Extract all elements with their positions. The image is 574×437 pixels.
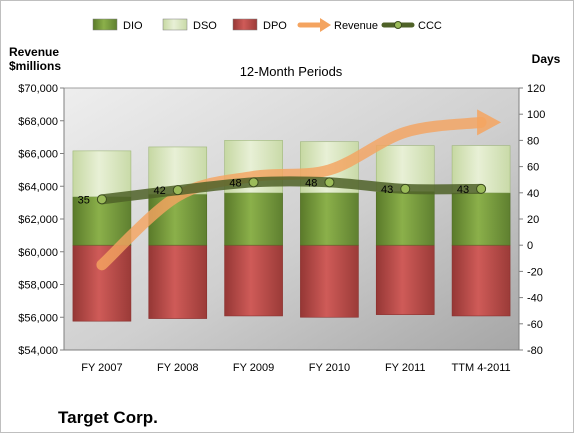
plot-area-background <box>63 87 520 351</box>
left-axis-tick-label: $62,000 <box>18 214 58 226</box>
left-axis-tick-label: $70,000 <box>18 83 58 95</box>
x-axis-tick-label: FY 2011 <box>385 362 426 374</box>
legend-label-revenue: Revenue <box>334 20 378 32</box>
bar-dpo <box>148 244 208 319</box>
revenue-line <box>96 116 487 271</box>
right-axis-tick-label: -20 <box>527 266 543 278</box>
legend-label-dpo: DPO <box>263 20 287 32</box>
chart-title: 12-Month Periods <box>240 64 343 79</box>
bar-dio <box>375 191 435 246</box>
ccc-data-label: 43 <box>381 184 393 196</box>
ccc-point <box>96 194 107 205</box>
bar-dpo <box>224 244 283 317</box>
left-axis-tick-label: $68,000 <box>18 116 58 128</box>
bar-dpo <box>451 244 511 317</box>
company-name: Target Corp. <box>58 408 158 427</box>
legend-label-ccc: CCC <box>418 20 442 32</box>
ccc-data-label: 43 <box>457 184 469 196</box>
bar-dio <box>72 196 132 246</box>
ccc-line <box>96 176 487 205</box>
left-axis-tick-label: $60,000 <box>18 247 58 259</box>
ccc-data-label: 48 <box>305 177 317 189</box>
bar-dso <box>72 150 132 198</box>
right-axis-tick-label: 20 <box>527 214 539 226</box>
left-axis-tick-label: $58,000 <box>18 280 58 292</box>
ccc-point <box>476 183 487 194</box>
ccc-data-label: 35 <box>78 194 90 206</box>
x-axis-tick-label: TTM 4-2011 <box>452 362 511 374</box>
legend-swatch-dpo <box>232 18 258 31</box>
x-axis-tick-label: FY 2009 <box>233 362 274 374</box>
right-axis-tick-label: 120 <box>527 83 545 95</box>
right-axis-tick-label: 0 <box>527 240 533 252</box>
bar-dio <box>224 192 283 246</box>
ccc-point <box>172 185 183 196</box>
revenue-arrow-head <box>477 109 502 136</box>
ccc-point <box>400 183 411 194</box>
bar-dpo <box>72 244 132 322</box>
ccc-data-label: 42 <box>154 185 166 197</box>
x-axis-tick-label: FY 2010 <box>309 362 350 374</box>
right-axis-tick-label: -40 <box>527 293 543 305</box>
legend-label-dio: DIO <box>123 20 143 32</box>
right-axis-tick-label: 80 <box>527 135 539 147</box>
ccc-data-label: 48 <box>229 177 241 189</box>
x-axis-tick-label: FY 2008 <box>157 362 198 374</box>
right-axis-tick-label: -60 <box>527 319 543 331</box>
right-axis-tick-label: 60 <box>527 162 539 174</box>
left-axis-tick-label: $64,000 <box>18 181 58 193</box>
bar-dpo <box>375 244 435 315</box>
right-axis-tick-label: 40 <box>527 188 539 200</box>
x-axis-tick-label: FY 2007 <box>81 362 122 374</box>
left-axis-label-line2: $millions <box>9 59 61 73</box>
bar-dpo <box>300 244 359 318</box>
ccc-point <box>324 177 335 188</box>
right-axis-tick-label: -80 <box>527 345 543 357</box>
legend-swatch-dio <box>92 18 118 31</box>
bar-dio <box>148 193 208 246</box>
legend-swatch-dso <box>162 18 188 31</box>
legend-label-dso: DSO <box>193 20 217 32</box>
bar-dio <box>300 192 359 246</box>
left-axis-tick-label: $66,000 <box>18 149 58 161</box>
left-axis-tick-label: $56,000 <box>18 312 58 324</box>
right-axis-tick-label: 100 <box>527 109 545 121</box>
right-axis-label: Days <box>532 52 561 66</box>
left-axis-label-line1: Revenue <box>9 45 59 59</box>
left-axis-tick-label: $54,000 <box>18 345 58 357</box>
legend-revenue-arrow-head <box>320 18 331 32</box>
bar-dio <box>451 192 511 246</box>
ccc-point <box>248 177 259 188</box>
legend-ccc-marker <box>394 21 402 29</box>
